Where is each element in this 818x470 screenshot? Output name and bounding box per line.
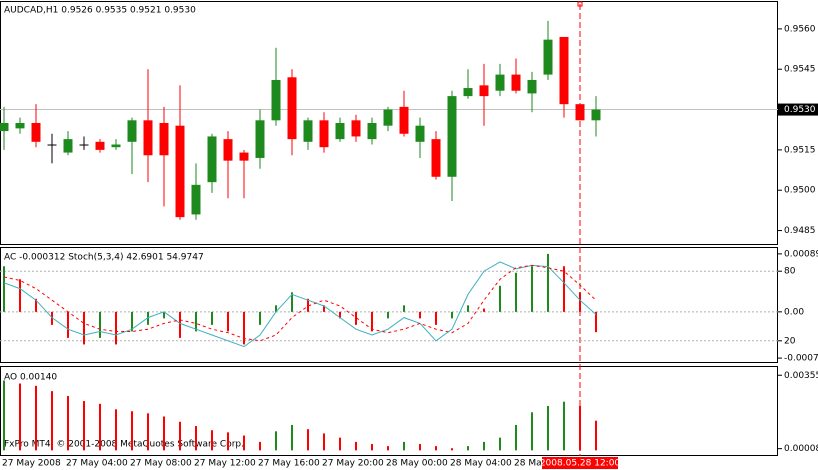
crosshair-marker xyxy=(577,1,583,7)
candle-body xyxy=(63,139,73,153)
y-tick-label: 0.00089 xyxy=(784,249,818,259)
y-tick-label: -0.00071 xyxy=(784,354,818,364)
candle-body xyxy=(191,184,201,215)
crosshair-tag xyxy=(542,457,618,469)
x-tick-label: 27 May 08:00 xyxy=(130,459,192,469)
candle-body xyxy=(415,125,425,142)
candle-body xyxy=(271,79,281,121)
x-tick-label: 27 May 20:00 xyxy=(322,459,384,469)
candle-body xyxy=(367,123,377,140)
y-tick-label: 0.00 xyxy=(784,307,804,317)
oscillator-panel-frame xyxy=(0,247,778,363)
candle-body xyxy=(383,109,393,126)
x-tick-label: 27 May 12:00 xyxy=(194,459,256,469)
candle-body xyxy=(319,120,329,148)
candle-body xyxy=(95,141,105,150)
candle-body xyxy=(287,77,297,140)
y-tick-label: 80 xyxy=(784,267,796,277)
ao-title: AO 0.00140 xyxy=(4,373,57,383)
x-tick-label: 27 May 2008 xyxy=(2,459,61,469)
x-tick-label: 27 May 04:00 xyxy=(66,459,128,469)
y-tick-label: 0.9485 xyxy=(784,226,816,236)
y-tick-label: 0.9500 xyxy=(784,186,816,196)
candle-body xyxy=(239,152,249,161)
candle-body xyxy=(447,96,457,177)
candle-body xyxy=(303,120,313,142)
candle-body xyxy=(47,144,57,146)
candle-body xyxy=(79,144,89,146)
stochastic-line xyxy=(3,264,597,342)
candle-body xyxy=(463,88,473,97)
price-title: AUDCAD,H1 0.9526 0.9535 0.9521 0.9530 xyxy=(4,6,196,16)
candle-body xyxy=(175,125,185,218)
y-tick-label: 0.00008 xyxy=(784,444,818,454)
y-tick-label: 20 xyxy=(784,336,796,346)
candle-body xyxy=(31,123,41,142)
candle-body xyxy=(335,123,345,140)
candle-body xyxy=(159,123,169,156)
candle-body xyxy=(143,120,153,156)
candle-body xyxy=(559,36,569,105)
candle-body xyxy=(591,109,601,121)
candle-body xyxy=(15,123,25,129)
candle-body xyxy=(543,39,553,75)
x-tick-label: 28 May 04:00 xyxy=(450,459,512,469)
candle-body xyxy=(111,144,121,148)
candle-body xyxy=(127,120,137,142)
candle-body xyxy=(511,74,521,91)
stochastic-line xyxy=(3,261,597,348)
candle-body xyxy=(207,136,217,183)
last-price-label: 0.9530 xyxy=(784,105,816,115)
candle-body xyxy=(399,106,409,134)
y-tick-label: 0.9545 xyxy=(784,65,816,75)
candle-body xyxy=(0,123,9,132)
candle-body xyxy=(351,120,361,137)
candle-body xyxy=(431,139,441,177)
x-tick-label: 28 Ma xyxy=(514,459,542,469)
oscillator-title: AC -0.000312 Stoch(5,3,4) 42.6901 54.974… xyxy=(4,253,204,263)
candle-body xyxy=(255,120,265,158)
last-price-tag xyxy=(778,103,818,116)
y-tick-label: 0.9560 xyxy=(784,24,816,34)
x-tick-label: 28 May 00:00 xyxy=(386,459,448,469)
candle-body xyxy=(527,79,537,94)
ao-panel-frame xyxy=(0,366,778,456)
copyright: FxPro MT4, © 2001-2008 MetaQuotes Softwa… xyxy=(4,440,244,450)
y-tick-label: 0.00355 xyxy=(784,371,818,381)
crosshair-label: 2008.05.28 12:00 xyxy=(540,459,621,469)
candle-body xyxy=(479,85,489,97)
candle-body xyxy=(495,74,505,91)
candle-body xyxy=(223,139,233,161)
y-tick-label: 0.9515 xyxy=(784,145,816,155)
x-tick-label: 27 May 16:00 xyxy=(258,459,320,469)
